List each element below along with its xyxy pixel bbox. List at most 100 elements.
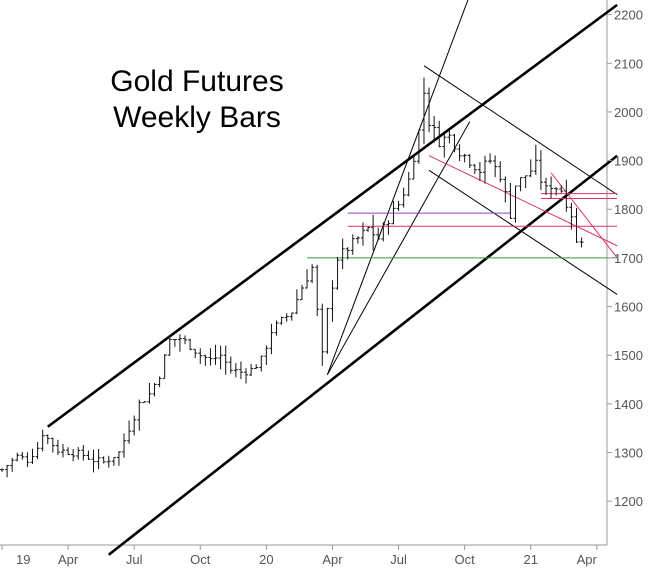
x-tick-label: Apr	[58, 552, 79, 567]
ohlc-bar	[127, 420, 132, 444]
y-tick-label: 1200	[614, 494, 643, 509]
ohlc-bar	[233, 363, 238, 378]
ohlc-bar	[432, 115, 437, 143]
upper-channel-line	[46, 3, 618, 428]
ohlc-bar	[183, 335, 188, 345]
ohlc-bar	[340, 238, 345, 270]
ohlc-bar	[543, 177, 548, 195]
ohlc-bar	[320, 303, 325, 366]
ohlc-bar	[513, 185, 518, 223]
price-bars	[0, 77, 584, 478]
ohlc-bar	[162, 354, 167, 379]
x-tick-label: Oct	[190, 552, 211, 567]
x-tick-label: Jul	[390, 552, 407, 567]
ohlc-bar	[5, 464, 10, 478]
y-tick-label: 1900	[614, 154, 643, 169]
ohlc-bar	[391, 201, 396, 225]
ohlc-bar	[289, 312, 294, 321]
ohlc-bar	[71, 448, 76, 462]
ohlc-bar	[574, 207, 579, 243]
ohlc-bar	[371, 214, 376, 251]
y-tick-label: 1600	[614, 300, 643, 315]
chart-title: Gold Futures Weekly Bars	[92, 64, 302, 136]
wedge-top-line	[423, 65, 618, 196]
ohlc-bar	[91, 449, 96, 473]
ohlc-bar	[554, 187, 559, 196]
ohlc-bar	[259, 355, 264, 372]
ohlc-bar	[325, 307, 330, 354]
ohlc-bar	[482, 155, 487, 184]
ohlc-bar	[381, 222, 386, 242]
ohlc-bar	[208, 348, 213, 366]
ohlc-bar	[177, 334, 182, 352]
ohlc-bar	[305, 269, 310, 289]
ohlc-bar	[269, 323, 274, 355]
ohlc-bar	[366, 226, 371, 232]
ohlc-bar	[264, 345, 269, 365]
ohlc-bar	[111, 457, 116, 466]
ohlc-bar	[81, 444, 86, 461]
ohlc-bar	[132, 415, 137, 436]
ohlc-bar	[0, 468, 4, 472]
ohlc-bar	[238, 361, 243, 380]
ohlc-bar	[218, 345, 223, 370]
ohlc-bar	[172, 339, 177, 347]
ohlc-bar	[401, 187, 406, 208]
y-tick-label: 1500	[614, 348, 643, 363]
ohlc-bar	[35, 441, 40, 460]
ohlc-bar	[152, 382, 157, 397]
ohlc-bar	[411, 155, 416, 180]
ohlc-bar	[421, 77, 426, 145]
ohlc-bar	[157, 376, 162, 387]
ohlc-bar	[564, 179, 569, 212]
ohlc-bar	[523, 175, 528, 189]
ohlc-bar	[45, 434, 50, 445]
ohlc-bar	[40, 429, 45, 452]
y-axis-ticks: 1200 1300 1400 1500 1600 1700 1800 1900 2000 2100…	[607, 8, 643, 509]
ohlc-bar	[203, 354, 208, 366]
ohlc-bar	[188, 338, 193, 351]
y-tick-label: 1700	[614, 251, 643, 266]
annotation-lines	[46, 0, 618, 556]
ohlc-bar	[355, 236, 360, 244]
ohlc-bar	[452, 133, 457, 153]
ohlc-bar	[427, 87, 432, 133]
ohlc-bar	[472, 164, 477, 175]
ohlc-bar	[462, 153, 467, 163]
y-tick-label: 1400	[614, 397, 643, 412]
ohlc-bar	[447, 129, 452, 144]
x-tick-label: 19	[16, 552, 30, 567]
ohlc-bar	[386, 220, 391, 235]
ohlc-bar	[55, 439, 60, 456]
ohlc-bar	[284, 313, 289, 322]
x-tick-label: Apr	[322, 552, 343, 567]
ohlc-bar	[360, 222, 365, 246]
ohlc-bar	[50, 437, 55, 453]
ohlc-bar	[25, 452, 30, 467]
ohlc-bar	[122, 433, 127, 458]
ohlc-bar	[335, 256, 340, 290]
ohlc-bar	[101, 456, 106, 464]
ohlc-bar	[66, 447, 71, 456]
ohlc-bar	[559, 185, 564, 193]
x-tick-label: Jul	[126, 552, 143, 567]
x-tick-label: Apr	[577, 552, 598, 567]
ohlc-bar	[137, 399, 142, 431]
y-tick-label: 2000	[614, 105, 643, 120]
x-tick-label: 20	[259, 552, 273, 567]
y-tick-label: 1800	[614, 202, 643, 217]
ohlc-bar	[30, 448, 35, 464]
ohlc-bar	[254, 364, 259, 369]
chart-title-line-1: Gold Futures	[110, 65, 284, 98]
ohlc-bar	[549, 176, 554, 199]
ohlc-bar	[167, 337, 172, 356]
ohlc-bar	[396, 200, 401, 211]
x-tick-label: 21	[524, 552, 538, 567]
ohlc-bar	[315, 264, 320, 317]
ohlc-bar	[579, 237, 584, 248]
ohlc-bar	[193, 348, 198, 359]
ohlc-bar	[147, 382, 152, 404]
ohlc-bar	[223, 345, 228, 375]
ohlc-bar	[116, 451, 121, 466]
